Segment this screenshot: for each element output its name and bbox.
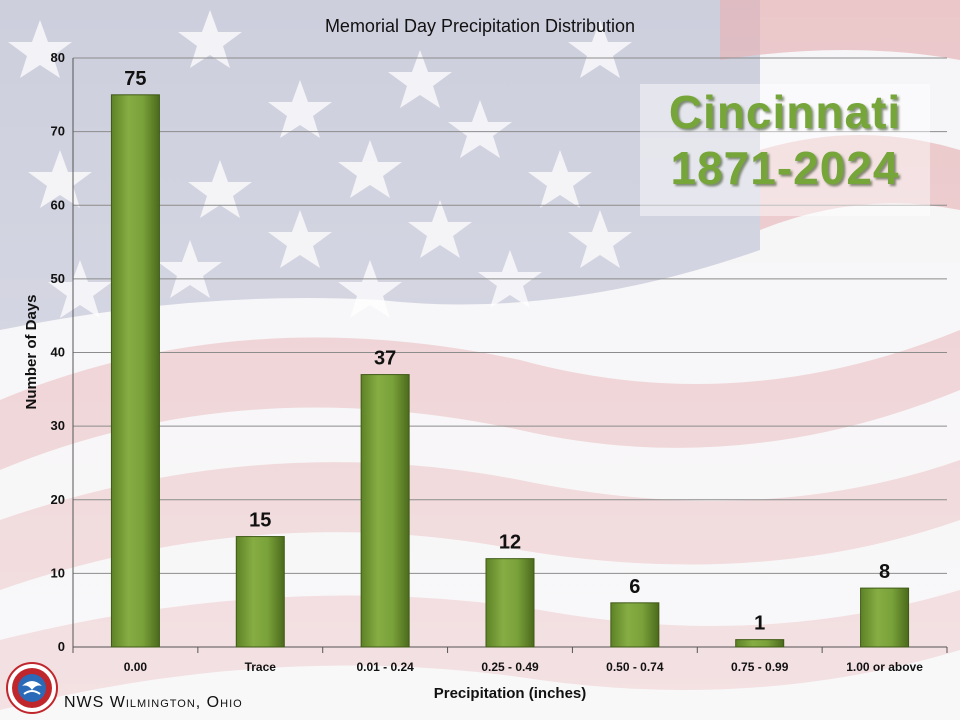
bar (110, 94, 160, 648)
y-tick-label: 20 (51, 492, 65, 507)
y-tick-label: 40 (51, 345, 65, 360)
year-range: 1871-2024 (670, 142, 900, 194)
bar (485, 558, 535, 648)
y-tick-label: 70 (51, 124, 65, 139)
bar-value-label: 12 (499, 532, 521, 554)
bar-value-label: 15 (249, 510, 271, 532)
chart-title: Memorial Day Precipitation Distribution (325, 16, 635, 36)
x-tick-label: Trace (245, 660, 277, 674)
x-tick-labels: 0.00 Trace 0.01 - 0.24 0.25 - 0.49 0.50 - 0.… (124, 660, 923, 674)
y-tick-label: 30 (51, 418, 65, 433)
bar (360, 374, 410, 648)
bar (235, 536, 285, 648)
y-tick-label: 0 (58, 639, 65, 654)
bar (610, 602, 660, 648)
city-name: Cincinnati (668, 86, 902, 138)
y-axis-label: Number of Days (23, 294, 40, 409)
x-tick-label: 0.50 - 0.74 (606, 660, 664, 674)
y-tick-label: 60 (51, 197, 65, 212)
bar-value-label: 1 (754, 613, 765, 635)
y-tick-labels: 0 10 20 30 40 50 60 70 80 (51, 50, 65, 654)
nws-logo-icon (6, 662, 58, 714)
bar (860, 587, 910, 648)
bar-value-label: 8 (879, 561, 890, 583)
bars (110, 94, 910, 648)
bar-value-label: 75 (124, 68, 146, 90)
y-tick-label: 50 (51, 271, 65, 286)
y-tick-label: 80 (51, 50, 65, 65)
x-tick-label: 0.01 - 0.24 (356, 660, 414, 674)
bar-value-label: 6 (629, 576, 640, 598)
y-tick-label: 10 (51, 565, 65, 580)
x-tick-label: 1.00 or above (846, 660, 923, 674)
x-tick-label: 0.25 - 0.49 (481, 660, 539, 674)
bar-value-label: 37 (374, 348, 396, 370)
city-title-backdrop (640, 84, 930, 216)
office-footer: NWS Wilmington, Ohio (64, 694, 243, 711)
x-tick-label: 0.75 - 0.99 (731, 660, 789, 674)
x-tick-label: 0.00 (124, 660, 148, 674)
x-axis-label: Precipitation (inches) (434, 685, 587, 702)
city-title: Cincinnati 1871-2024 (640, 84, 930, 196)
bar (735, 639, 785, 648)
data-labels: 75 15 37 12 6 1 8 (124, 68, 890, 635)
